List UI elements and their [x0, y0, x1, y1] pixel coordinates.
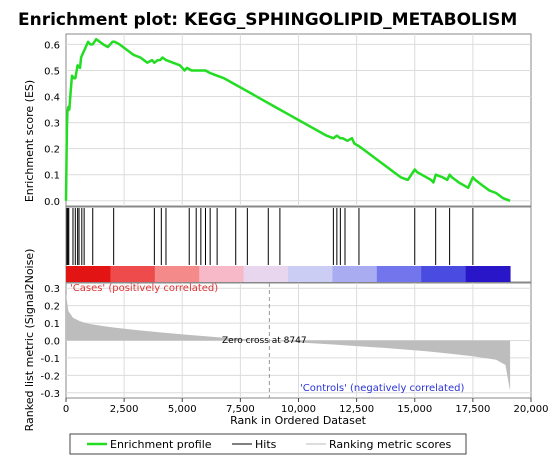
- legend-label-enrichment: Enrichment profile: [110, 438, 212, 451]
- x-tick-label: 17,500: [455, 404, 490, 415]
- metric-y-tick-label: 0.2: [44, 302, 60, 313]
- x-tick-label: 7,500: [226, 404, 255, 415]
- es-y-tick-label: 0.2: [44, 145, 60, 156]
- metric-y-tick-label: 0.0: [44, 337, 60, 348]
- es-y-axis: 0.0 0.1 0.2 0.3 0.4 0.5 0.6: [44, 40, 60, 207]
- legend: Enrichment profile Hits Ranking metric s…: [69, 433, 467, 455]
- heatmap-segment: [66, 266, 111, 282]
- metric-y-tick-label: -0.1: [40, 354, 60, 365]
- legend-label-hits: Hits: [255, 438, 277, 451]
- x-tick-label: 5,000: [168, 404, 197, 415]
- chart-title: Enrichment plot: KEGG_SPHINGOLIPID_METAB…: [18, 10, 517, 30]
- heatmap-segment: [376, 266, 422, 282]
- x-tick-label: 2,500: [110, 404, 139, 415]
- es-y-tick-label: 0.1: [44, 171, 60, 182]
- hit-lines: [66, 208, 474, 265]
- negative-correlation-label: 'Controls' (negatively correlated): [300, 383, 464, 394]
- zero-cross-label: Zero cross at 8747: [222, 336, 307, 346]
- heatmap-segment: [154, 266, 200, 282]
- heatmap-segment: [243, 266, 289, 282]
- x-tick-label: 12,500: [339, 404, 374, 415]
- x-axis-label: Rank in Ordered Dataset: [230, 414, 367, 427]
- es-y-tick-label: 0.6: [44, 40, 60, 51]
- metric-y-axis-label: Ranked list metric (Signal2Noise): [23, 249, 36, 432]
- metric-y-tick-label: 0.1: [44, 319, 60, 330]
- metric-y-axis: 0.3 0.2 0.1 0.0 -0.1 -0.2 -0.3: [40, 284, 60, 400]
- legend-box: [69, 433, 467, 455]
- enrichment-profile-line: [64, 37, 511, 202]
- rank-heatmap-bar: [66, 266, 511, 282]
- x-tick-label: 0: [63, 404, 69, 415]
- x-tick-label: 15,000: [397, 404, 432, 415]
- heatmap-segment: [199, 266, 245, 282]
- ranked-metric-fill: [66, 293, 511, 391]
- enrichment-profile: [64, 37, 511, 202]
- es-gridlines: [66, 34, 531, 206]
- heatmap-segment: [421, 266, 467, 282]
- es-y-axis-label: Enrichment score (ES): [23, 80, 36, 202]
- metric-y-tick-label: -0.3: [40, 389, 60, 400]
- es-y-tick-label: 0.3: [44, 119, 60, 130]
- x-tick-label: 10,000: [281, 404, 316, 415]
- heatmap-segment: [332, 266, 378, 282]
- legend-label-metric: Ranking metric scores: [329, 438, 451, 451]
- es-y-tick-label: 0.4: [44, 93, 60, 104]
- x-tick-label: 20,000: [514, 404, 549, 415]
- es-y-tick-label: 0.5: [44, 66, 60, 77]
- es-y-tick-label: 0.0: [44, 197, 60, 208]
- x-axis: 0 2,500 5,000 7,500 10,000 12,500 15,000 17,500…: [63, 398, 549, 415]
- ranked-metric-area: [66, 283, 511, 398]
- heatmap-segment: [465, 266, 511, 282]
- metric-y-tick-label: 0.3: [44, 284, 60, 295]
- metric-y-tick-label: -0.2: [40, 371, 60, 382]
- heatmap-segment: [288, 266, 333, 282]
- positive-correlation-label: 'Cases' (positively correlated): [70, 283, 218, 294]
- heatmap-segment: [110, 266, 156, 282]
